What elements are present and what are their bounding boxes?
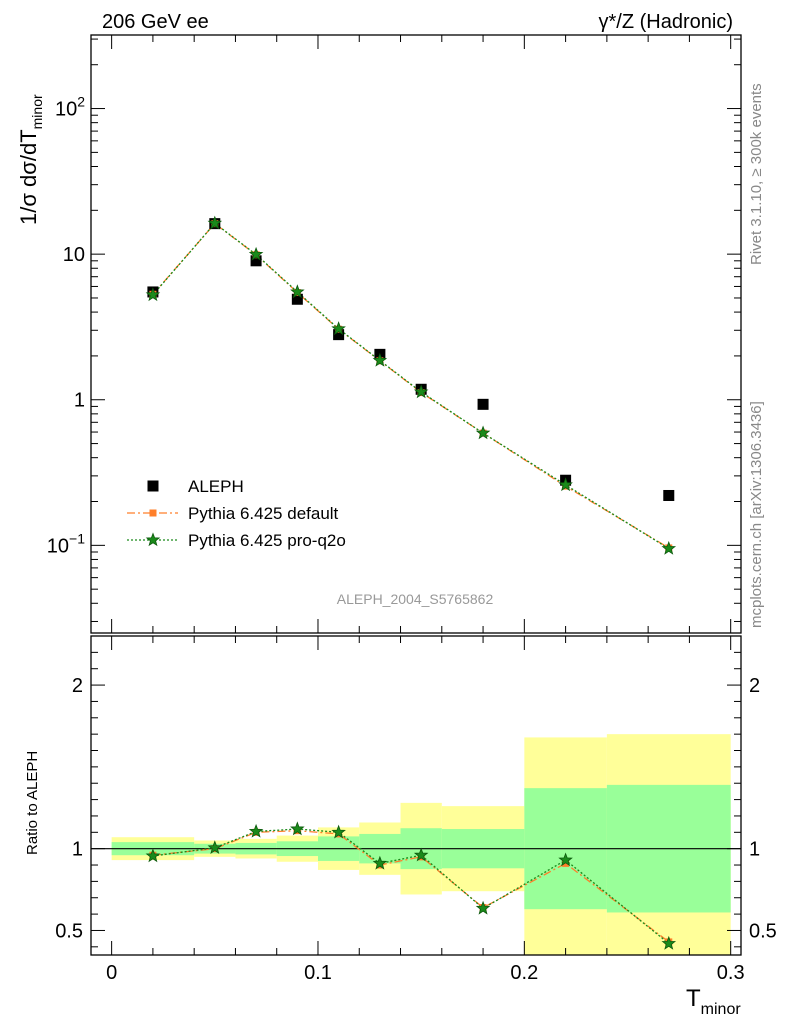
y-tick-label: 2 [72, 675, 83, 697]
data-point-pythia-pro-q2o [372, 352, 388, 367]
ratio-point-pythia-pro-q2o [661, 935, 677, 950]
data-point-pythia-pro-q2o [558, 477, 573, 492]
data-point-pythia-pro-q2o [413, 384, 429, 399]
legend-label: Pythia 6.425 pro-q2o [188, 531, 346, 550]
ratio-point-pythia-pro-q2o [290, 821, 305, 836]
ratio-point-pythia-pro-q2o [372, 855, 388, 870]
header-right-main: γ*/Z [599, 11, 635, 33]
ratio-panel: 0.5 0.5 1 1 2 2 0 0.1 0.2 0.3 [55, 635, 777, 984]
data-point-aleph [291, 293, 303, 305]
data-point-aleph [477, 398, 489, 410]
y-tick-label: 102 [55, 94, 85, 121]
series-line-pythia-default [152, 222, 670, 549]
data-point-pythia-pro-q2o [145, 287, 161, 302]
data-point-pythia-pro-q2o [661, 540, 677, 555]
x-tick-label: 0.3 [717, 962, 745, 984]
y-tick-label: 1 [74, 390, 85, 412]
main-ylabel: 1/σ dσ/dTminor [16, 94, 45, 225]
main-ylabel-text: 1/σ dσ/dT [16, 129, 41, 225]
ratio-line-pythia-pro-q2o [152, 828, 670, 945]
data-point-pythia-pro-q2o [331, 321, 346, 336]
y-tick-label: 0.5 [55, 920, 83, 942]
ratio-point-pythia-pro-q2o [475, 900, 491, 915]
x-tick-label: 0.1 [304, 962, 332, 984]
ratio-xlabel: Tminor [686, 985, 741, 1018]
ratio-xlabel-sub: minor [701, 1001, 742, 1018]
ratio-frame [90, 635, 742, 956]
ratio-point-pythia-pro-q2o [558, 852, 573, 867]
data-point-pythia-pro-q2o [248, 246, 264, 261]
legend-marker [149, 509, 157, 517]
data-point-aleph [250, 255, 262, 267]
rivet-label: Rivet 3.1.10, ≥ 300k events [748, 83, 765, 265]
y-tick-label-right: 2 [749, 675, 760, 697]
legend-label: Pythia 6.425 default [188, 504, 339, 523]
series-line-pythia-pro-q2o [152, 222, 670, 550]
x-tick-label: 0.2 [510, 962, 538, 984]
ratio-point-pythia-pro-q2o [413, 847, 429, 862]
ratio-xlabel-text: T [686, 985, 701, 1012]
ratio-point-pythia-pro-q2o [207, 840, 223, 855]
analysis-id: ALEPH_2004_S5765862 [337, 591, 494, 607]
ratio-point-pythia-pro-q2o [331, 824, 346, 839]
legend-marker [145, 532, 161, 547]
ratio-point-pythia-pro-q2o [145, 848, 161, 863]
y-tick-label-right: 1 [749, 839, 760, 861]
data-point-pythia-pro-q2o [475, 425, 491, 440]
data-point-pythia-pro-q2o [207, 215, 223, 230]
data-point-pythia-pro-q2o [290, 284, 305, 299]
header-right: γ*/Z (Hadronic) [599, 11, 733, 33]
header-left: 206 GeV ee [102, 11, 209, 33]
main-ylabel-sub: minor [29, 94, 45, 129]
ratio-line-pythia-default [152, 830, 670, 943]
header-right-sub: (Hadronic) [640, 11, 733, 33]
data-point-aleph [663, 489, 675, 501]
ratio-point-pythia-pro-q2o [248, 823, 264, 838]
ratio-ylabel: Ratio to ALEPH [24, 751, 41, 855]
mcplots-label: mcplots.cern.ch [arXiv:1306.3436] [748, 401, 765, 628]
legend-label: ALEPH [188, 477, 244, 496]
y-tick-label-right: 0.5 [749, 920, 777, 942]
x-tick-label: 0 [106, 962, 117, 984]
data-point-aleph [333, 329, 345, 341]
main-panel: 10−1 1 10 102 [47, 34, 742, 634]
y-tick-label: 1 [72, 839, 83, 861]
main-frame [90, 34, 742, 634]
y-tick-label: 10 [63, 244, 85, 266]
legend: ALEPH Pythia 6.425 default Pythia 6.425 pr… [127, 477, 346, 550]
ratio-point-pythia-default [562, 859, 570, 867]
legend-marker-aleph [147, 480, 159, 492]
y-tick-label: 10−1 [47, 530, 85, 557]
